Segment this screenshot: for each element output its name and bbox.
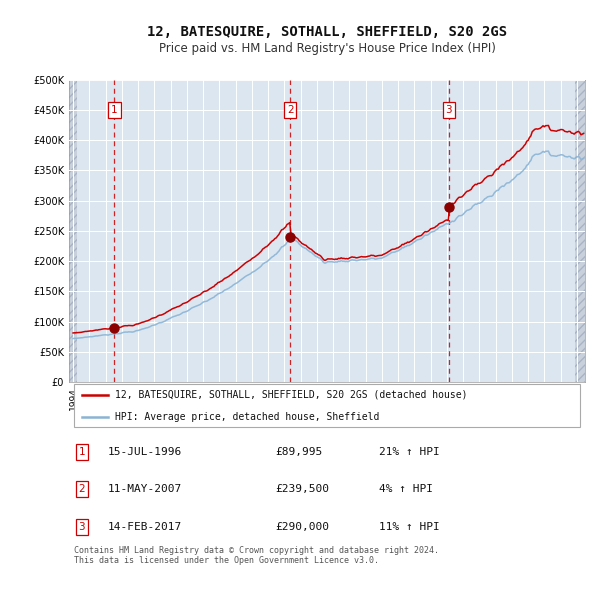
Text: HPI: Average price, detached house, Sheffield: HPI: Average price, detached house, Shef… <box>115 411 380 421</box>
Text: 1: 1 <box>79 447 85 457</box>
Text: 12, BATESQUIRE, SOTHALL, SHEFFIELD, S20 2GS: 12, BATESQUIRE, SOTHALL, SHEFFIELD, S20 … <box>147 25 507 40</box>
Text: 2: 2 <box>79 484 85 494</box>
Text: Price paid vs. HM Land Registry's House Price Index (HPI): Price paid vs. HM Land Registry's House … <box>158 42 496 55</box>
Text: 2: 2 <box>287 105 293 115</box>
Bar <box>69 80 77 382</box>
Text: 3: 3 <box>79 522 85 532</box>
Text: £89,995: £89,995 <box>275 447 323 457</box>
Bar <box>575 80 592 382</box>
Bar <box>575 80 592 382</box>
FancyBboxPatch shape <box>74 384 580 427</box>
Text: 11% ↑ HPI: 11% ↑ HPI <box>379 522 439 532</box>
Bar <box>69 80 77 382</box>
Text: 12, BATESQUIRE, SOTHALL, SHEFFIELD, S20 2GS (detached house): 12, BATESQUIRE, SOTHALL, SHEFFIELD, S20 … <box>115 390 468 400</box>
Text: Contains HM Land Registry data © Crown copyright and database right 2024.
This d: Contains HM Land Registry data © Crown c… <box>74 546 439 565</box>
Text: 3: 3 <box>445 105 452 115</box>
Text: £239,500: £239,500 <box>275 484 329 494</box>
Text: 15-JUL-1996: 15-JUL-1996 <box>108 447 182 457</box>
Text: 4% ↑ HPI: 4% ↑ HPI <box>379 484 433 494</box>
Text: £290,000: £290,000 <box>275 522 329 532</box>
Text: 21% ↑ HPI: 21% ↑ HPI <box>379 447 439 457</box>
Text: 1: 1 <box>111 105 118 115</box>
Text: 14-FEB-2017: 14-FEB-2017 <box>108 522 182 532</box>
Text: 11-MAY-2007: 11-MAY-2007 <box>108 484 182 494</box>
